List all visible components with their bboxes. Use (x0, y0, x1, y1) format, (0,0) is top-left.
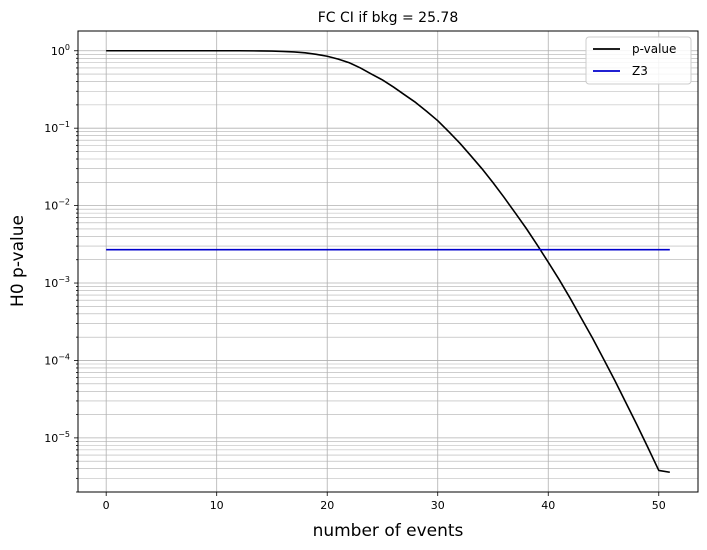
grid-lines (78, 31, 698, 493)
y-tick-label: 10−4 (44, 352, 70, 367)
y-tick-label: 10−3 (44, 275, 70, 290)
legend-label-p-value: p-value (632, 42, 676, 56)
chart-title: FC CI if bkg = 25.78 (318, 10, 459, 26)
y-tick-label: 10−1 (44, 120, 70, 135)
axis-ticks: 0 10 20 30 40 50 10−5 10−4 10−3 10−2 10−1 100 (44, 43, 666, 512)
series-lines (106, 49, 670, 474)
x-tick-label: 0 (103, 499, 110, 512)
x-tick-label: 50 (652, 499, 666, 512)
x-tick-label: 40 (541, 499, 555, 512)
y-tick-label: 10−5 (44, 430, 70, 445)
y-tick-label: 10−2 (44, 198, 70, 213)
x-tick-label: 10 (210, 499, 224, 512)
x-tick-label: 20 (320, 499, 334, 512)
y-tick-label: 100 (51, 43, 70, 58)
x-tick-label: 30 (431, 499, 445, 512)
y-axis-label: H0 p-value (8, 215, 28, 307)
x-axis-label: number of events (313, 521, 464, 541)
plot-frame (77, 30, 699, 493)
legend: p-value Z3 (585, 36, 692, 85)
legend-label-z3: Z3 (632, 64, 648, 78)
series-line-p-value (106, 49, 670, 474)
